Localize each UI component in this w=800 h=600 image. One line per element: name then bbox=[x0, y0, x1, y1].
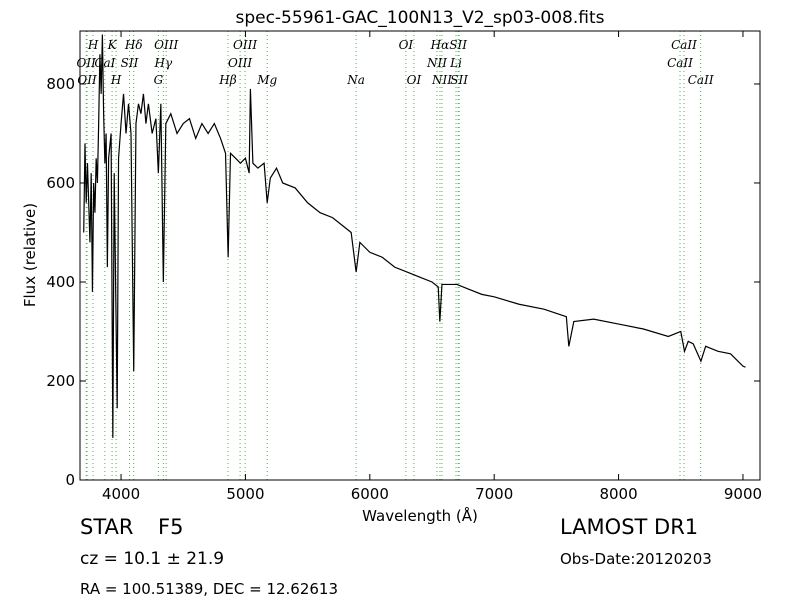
x-tick-label: 4000 bbox=[102, 485, 140, 503]
spectral-line-label: OI bbox=[399, 38, 414, 52]
spectral-line-label: OIII bbox=[154, 38, 178, 52]
spectral-line-label: Mg bbox=[256, 73, 277, 87]
y-tick-label: 800 bbox=[46, 75, 75, 93]
obs-date: Obs-Date:20120203 bbox=[560, 550, 712, 568]
x-tick-label: 8000 bbox=[599, 485, 637, 503]
spectral-line-label: Hγ bbox=[154, 56, 173, 70]
plot-frame bbox=[79, 30, 761, 481]
redshift: cz = 10.1 ± 21.9 bbox=[80, 549, 224, 569]
spectral-line-label: G bbox=[154, 73, 164, 87]
spectral-line-label: K bbox=[107, 38, 118, 52]
spectral-line-label: SII bbox=[450, 73, 468, 87]
spectral-line-label: NII bbox=[426, 56, 447, 70]
spectral-line-label: SII bbox=[121, 56, 139, 70]
y-tick-label: 600 bbox=[46, 174, 75, 192]
spectral-line-label: OIII bbox=[233, 38, 257, 52]
spectral-line-label: CaII bbox=[688, 73, 714, 87]
x-tick-label: 7000 bbox=[475, 485, 513, 503]
spectral-line-label: NII bbox=[431, 73, 452, 87]
spectral-line-label: OI bbox=[407, 73, 422, 87]
x-tick-label: 6000 bbox=[351, 485, 389, 503]
spectral-line-label: CaII bbox=[667, 56, 693, 70]
spectrum-line bbox=[83, 34, 746, 438]
spectral-line-label: Na bbox=[346, 73, 365, 87]
x-tick-label: 9000 bbox=[724, 485, 762, 503]
spectral-line-label: Hβ bbox=[218, 73, 236, 87]
spectral-line-label: Hα bbox=[430, 38, 450, 52]
spectral-line-label: SII bbox=[449, 38, 467, 52]
spectral-line-label: Hδ bbox=[124, 38, 143, 52]
spectral-line-label: H bbox=[110, 73, 122, 87]
y-tick-label: 0 bbox=[65, 471, 75, 489]
object-class: STAR bbox=[80, 515, 133, 539]
spectral-line-label: Li bbox=[449, 56, 462, 70]
x-axis-label: Wavelength (Å) bbox=[362, 506, 478, 525]
y-tick-label: 200 bbox=[46, 372, 75, 390]
y-tick-label: 400 bbox=[46, 273, 75, 291]
spectral-line-label: CaII bbox=[671, 38, 697, 52]
spectral-line-label: H bbox=[87, 38, 99, 52]
subclass: F5 bbox=[158, 515, 183, 539]
coordinates: RA = 100.51389, DEC = 12.62613 bbox=[80, 580, 338, 598]
spectral-line-label: CaI bbox=[94, 56, 115, 70]
spectral-line-label: OIII bbox=[228, 56, 252, 70]
x-tick-label: 5000 bbox=[226, 485, 264, 503]
survey: LAMOST DR1 bbox=[560, 515, 698, 539]
chart-title: spec-55961-GAC_100N13_V2_sp03-008.fits bbox=[235, 8, 604, 28]
spectral-line-label: OII bbox=[77, 56, 97, 70]
y-axis-label: Flux (relative) bbox=[21, 203, 39, 307]
